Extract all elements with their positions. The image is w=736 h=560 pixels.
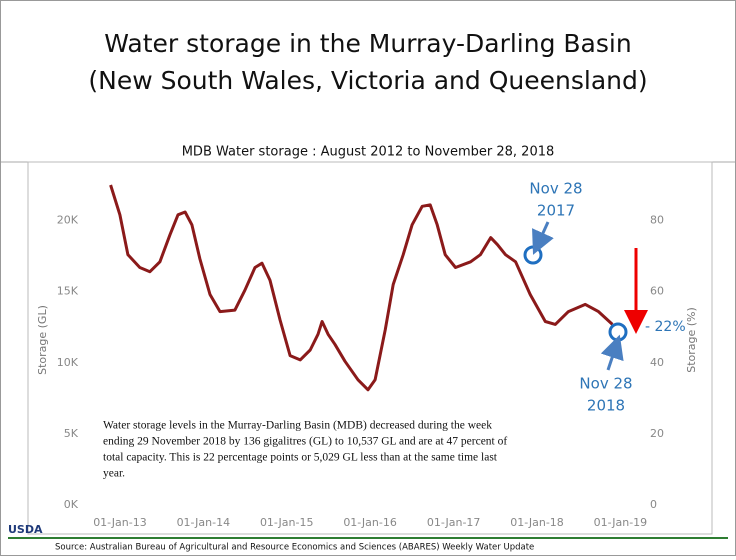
x-tick-label: 01-Jan-13 [93,516,147,529]
x-tick-label: 01-Jan-16 [343,516,397,529]
note-line: year. [103,468,125,480]
note-line: total capacity. This is 22 percentage po… [103,452,498,464]
source: Source: Australian Bureau of Agricultura… [55,543,534,553]
y-tick-label: 5K [64,427,79,440]
y-axis-label: Storage (GL) [36,305,49,375]
data-line [109,184,614,392]
slide-title: (New South Wales, Victoria and Queenslan… [88,66,647,95]
x-tick-label: 01-Jan-19 [594,516,648,529]
y2-tick-label: 80 [650,214,664,227]
annotation: 2018 [587,397,625,415]
annotation: 2017 [537,202,575,220]
logo: USDA [8,523,43,536]
y-tick-label: 0K [64,498,79,511]
y-tick-label: 10K [57,356,79,369]
chart-frame [27,161,713,535]
annotation: Nov 28 [579,375,632,393]
x-tick-label: 01-Jan-17 [427,516,481,529]
x-tick-label: 01-Jan-18 [510,516,564,529]
y-tick-label: 20K [57,214,79,227]
note-line: Water storage levels in the Murray-Darli… [103,420,492,432]
annotation: Nov 28 [529,180,582,198]
y2-tick-label: 20 [650,427,664,440]
annotation: - 22% [645,319,686,335]
y-tick-label: 15K [57,285,79,298]
y2-axis-label: Storage (%) [685,307,698,373]
y2-tick-label: 40 [650,356,664,369]
note-line: ending 29 November 2018 by 136 gigalitre… [103,436,507,448]
x-tick-label: 01-Jan-15 [260,516,314,529]
plot: 0K 5K 10K 15K 20K 0 20 40 60 80 01-Jan-13 01-Jan-14… [57,184,664,529]
note-box [98,416,476,488]
chart-title: MDB Water storage : August 2012 to Novem… [182,145,555,160]
arrow [600,334,624,371]
x-tick-label: 01-Jan-14 [177,516,231,529]
y2-tick-label: 0 [650,498,657,511]
y2-tick-label: 60 [650,285,664,298]
slide-title: Water storage in the Murray-Darling Basi… [104,29,631,58]
arrow [532,221,554,255]
